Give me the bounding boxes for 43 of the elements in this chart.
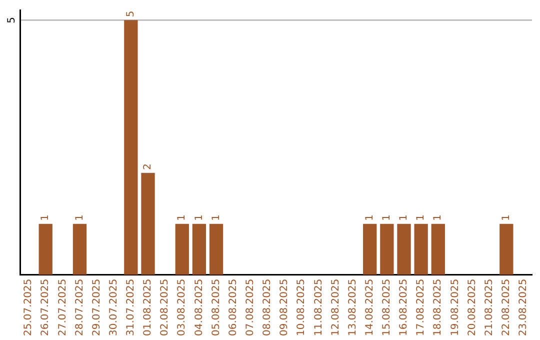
data-label: 1 [210, 214, 222, 221]
x-tick-label: 03.08.2025 [176, 278, 188, 336]
x-tick-label: 14.08.2025 [364, 278, 376, 336]
data-label: 2 [142, 164, 154, 170]
x-tick-label: 16.08.2025 [398, 278, 410, 336]
x-tick-label: 02.08.2025 [160, 278, 171, 336]
x-tick-label: 30.07.2025 [108, 278, 120, 336]
x-tick-label: 09.08.2025 [279, 278, 290, 336]
data-label: 1 [176, 214, 188, 221]
data-label: 1 [74, 214, 86, 221]
data-label: 1 [194, 214, 205, 221]
x-tick-label: 01.08.2025 [142, 278, 154, 336]
data-label: 5 [126, 10, 137, 18]
x-tick-label: 22.08.2025 [500, 278, 512, 336]
data-label: 1 [364, 214, 376, 221]
x-tick-label: 13.08.2025 [347, 278, 358, 336]
x-tick-label: 18.08.2025 [432, 278, 444, 336]
x-tick-label: 27.07.2025 [57, 278, 68, 336]
x-tick-label: 11.08.2025 [313, 278, 324, 336]
x-tick-label: 29.07.2025 [91, 278, 102, 336]
data-label: 1 [432, 214, 444, 221]
x-tick-label: 31.07.2025 [126, 278, 137, 336]
data-label: 1 [500, 214, 512, 221]
x-tick-label: 21.08.2025 [484, 278, 495, 336]
x-tick-label: 07.08.2025 [244, 278, 256, 336]
x-tick-label: 04.08.2025 [194, 278, 205, 336]
x-tick-label: 23.08.2025 [518, 278, 530, 336]
data-label: 1 [416, 214, 427, 221]
x-tick-label: 19.08.2025 [450, 278, 461, 336]
x-tick-label: 12.08.2025 [330, 278, 342, 336]
x-tick-label: 17.08.2025 [416, 278, 427, 336]
data-label: 1 [398, 214, 410, 221]
data-label: 1 [382, 214, 393, 221]
x-tick-label: 28.07.2025 [74, 278, 86, 336]
x-tick-label: 06.08.2025 [228, 278, 239, 336]
data-label: 1 [40, 214, 52, 221]
x-tick-label: 05.08.2025 [210, 278, 222, 336]
x-tick-label: 15.08.2025 [382, 278, 393, 336]
x-tick-label: 10.08.2025 [296, 278, 308, 336]
x-tick-label: 08.08.2025 [262, 278, 274, 336]
x-tick-label: 25.07.2025 [23, 278, 34, 336]
x-tick-label: 26.07.2025 [40, 278, 52, 336]
x-tick-label: 20.08.2025 [466, 278, 478, 336]
